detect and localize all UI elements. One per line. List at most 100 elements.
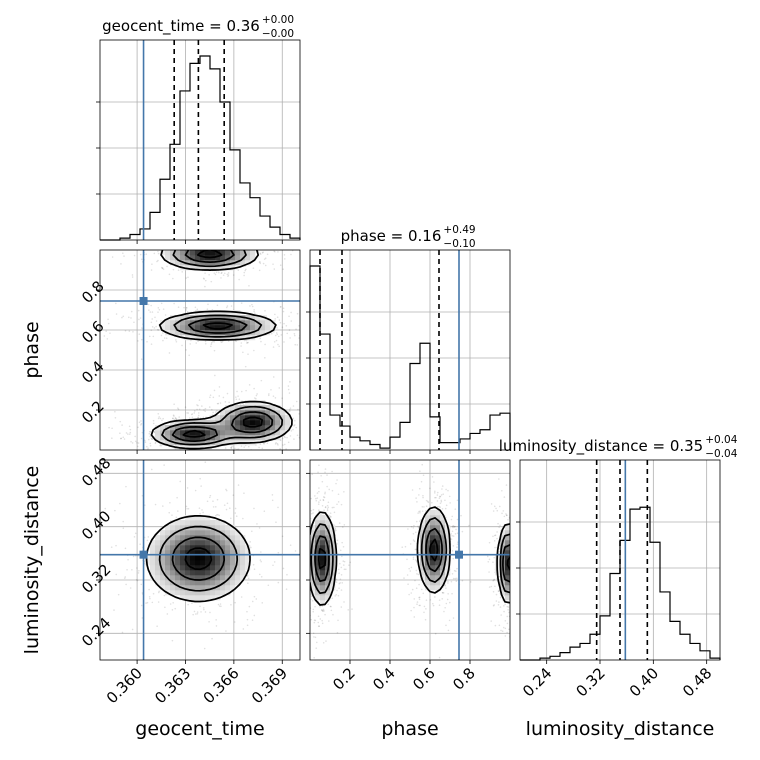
sample-point	[283, 245, 285, 247]
sample-point	[182, 245, 184, 247]
sample-point	[259, 235, 261, 237]
sample-point	[511, 507, 513, 509]
density-cell	[190, 550, 196, 556]
sample-point	[434, 496, 436, 499]
sample-point	[431, 501, 433, 504]
sample-point	[259, 261, 261, 263]
sample-point	[516, 523, 518, 525]
sample-point	[452, 535, 455, 537]
sample-point	[132, 555, 135, 558]
sample-point	[208, 245, 210, 247]
density-cell	[505, 580, 510, 586]
sample-point	[330, 609, 333, 612]
density-cell	[175, 580, 181, 586]
density-cell	[205, 265, 211, 271]
y-axis-label-phase: phase	[21, 321, 43, 378]
sample-point	[317, 427, 319, 429]
density-cell	[185, 530, 191, 536]
x-tick-label-geocent_time: 0.366	[200, 664, 243, 707]
sample-point	[311, 473, 314, 476]
sample-point	[451, 515, 454, 518]
density-cell	[425, 540, 431, 546]
density-cell	[235, 540, 241, 546]
sample-point	[175, 418, 178, 420]
density-cell	[160, 565, 166, 571]
sample-point	[253, 349, 255, 352]
sample-point	[161, 228, 163, 230]
sample-point	[192, 613, 194, 616]
density-cell	[430, 520, 436, 526]
sample-point	[111, 427, 113, 430]
density-cell	[210, 315, 216, 321]
sample-point	[418, 596, 421, 599]
histogram-luminosity_distance: luminosity_distance = 0.35 +0.04−0.04	[499, 434, 738, 661]
sample-point	[336, 479, 338, 481]
sample-point	[117, 245, 119, 247]
density-cell	[225, 585, 231, 591]
sample-point	[227, 272, 230, 274]
sample-point	[441, 597, 444, 600]
sample-point	[304, 550, 306, 552]
sample-point	[516, 529, 518, 531]
density-cell	[150, 545, 156, 551]
sample-point	[137, 340, 139, 342]
sample-point	[136, 579, 139, 582]
density-cell	[250, 255, 256, 261]
sample-point	[516, 593, 518, 595]
sample-point	[507, 676, 509, 678]
density-cell	[225, 335, 231, 341]
sample-point	[418, 510, 420, 513]
sample-point	[412, 558, 415, 560]
sample-point	[321, 610, 324, 612]
sample-point	[255, 444, 257, 446]
density-cell	[320, 550, 326, 556]
sample-point	[274, 250, 276, 253]
sample-point	[288, 392, 291, 394]
sample-point	[304, 317, 306, 319]
sample-point	[202, 607, 205, 609]
sample-point	[173, 302, 175, 305]
sample-point	[403, 577, 405, 579]
sample-point	[517, 562, 519, 564]
sample-point	[140, 258, 143, 261]
sample-point	[518, 578, 520, 580]
sample-point	[161, 267, 164, 270]
sample-point	[129, 587, 132, 589]
sample-point	[253, 245, 255, 247]
density-cell	[225, 255, 231, 261]
sample-point	[501, 630, 504, 633]
sample-point	[131, 274, 134, 276]
sample-point	[417, 573, 420, 576]
sample-point	[272, 263, 274, 265]
sample-point	[197, 244, 199, 246]
sample-point	[513, 587, 515, 589]
sample-point	[279, 321, 282, 324]
sample-point	[283, 443, 286, 446]
sample-point	[187, 507, 190, 510]
density-cell	[505, 535, 510, 541]
density-cell	[200, 320, 206, 326]
density-cell	[225, 575, 231, 581]
sample-point	[518, 524, 520, 526]
density-cell	[240, 260, 246, 266]
sample-point	[119, 432, 121, 435]
sample-point	[221, 234, 223, 236]
density-cell	[425, 570, 431, 576]
density-cell	[205, 580, 211, 586]
sample-point	[326, 509, 329, 512]
density-cell	[440, 560, 446, 566]
density-cell	[215, 525, 221, 531]
density-cell	[315, 565, 321, 571]
sample-point	[193, 237, 195, 239]
density-cell	[320, 580, 326, 586]
density-cell	[235, 410, 241, 416]
sample-point	[283, 254, 286, 256]
sample-point	[301, 538, 303, 540]
density-cell	[205, 545, 211, 551]
sample-point	[501, 512, 503, 515]
sample-point	[341, 526, 344, 528]
sample-point	[107, 318, 109, 321]
sample-point	[514, 515, 516, 517]
sample-point	[326, 397, 328, 399]
density-cell	[205, 530, 211, 536]
